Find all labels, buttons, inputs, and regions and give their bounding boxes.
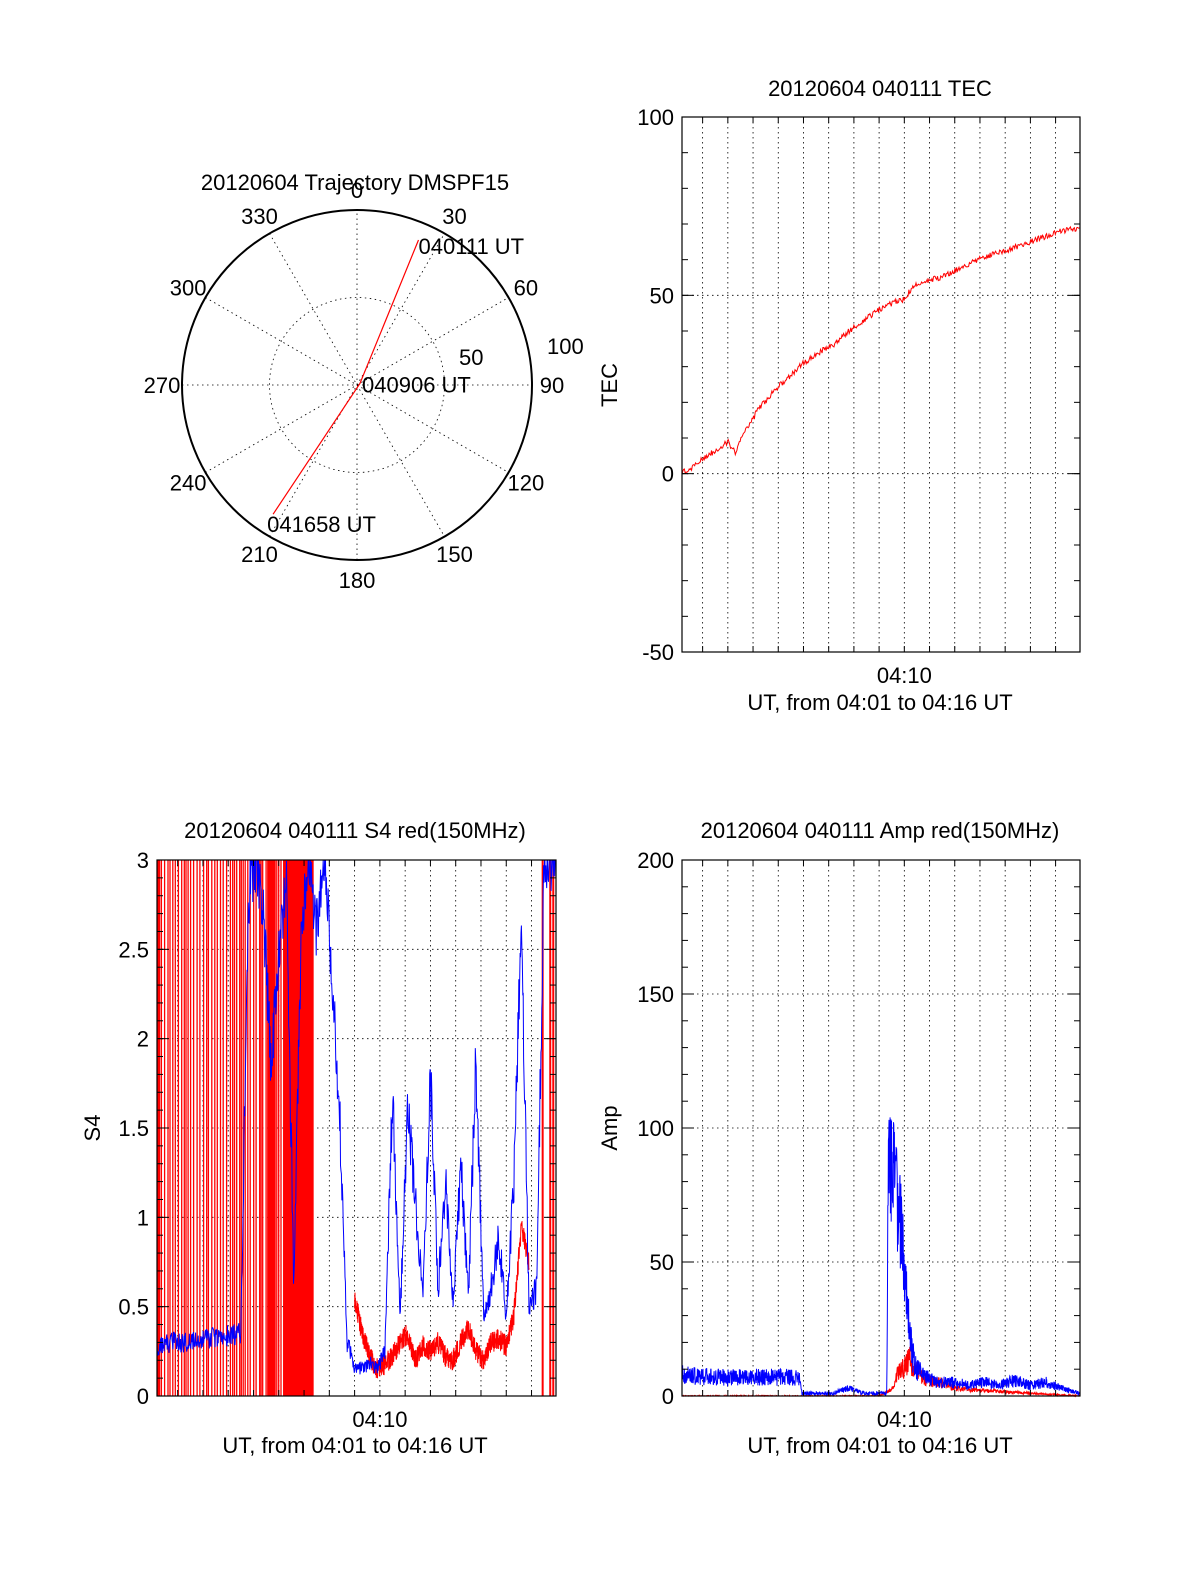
- amp-plot-area: 200 150 100 50 0 04:10: [637, 848, 1081, 1432]
- y-tick-label: -50: [642, 640, 674, 665]
- amp-xlabel: UT, from 04:01 to 04:16 UT: [747, 1433, 1012, 1458]
- y-tick-label: 150: [637, 982, 674, 1007]
- s4-title: 20120604 040111 S4 red(150MHz): [184, 818, 526, 843]
- x-tick-label: 04:10: [877, 1407, 932, 1432]
- tec-ylabel: TEC: [597, 363, 622, 407]
- series-blue-line: [681, 1117, 1081, 1397]
- trajectory-time-label: 040906 UT: [362, 372, 471, 397]
- y-tick-label: 3: [137, 848, 149, 873]
- x-tick-label: 04:10: [352, 1407, 407, 1432]
- polar-spoke: [269, 233, 445, 537]
- polar-angle-label: 0: [351, 178, 363, 203]
- polar-grid: [181, 209, 533, 561]
- series-red-line: [681, 225, 1081, 475]
- polar-angle-label: 210: [241, 542, 278, 567]
- polar-angle-label: 240: [170, 471, 207, 496]
- polar-trajectory-chart: 20120604 Trajectory DMSPF15 0 30 60 90 120 15…: [144, 170, 584, 593]
- s4-chart: 20120604 040111 S4 red(150MHz) S4 UT, fr…: [80, 818, 557, 1458]
- polar-angle-label: 60: [514, 276, 538, 301]
- red-s4-block: [267, 860, 275, 1396]
- polar-angle-label: 30: [442, 204, 466, 229]
- tec-chart: 20120604 040111 TEC TEC UT, from 04:01 t…: [597, 76, 1081, 715]
- s4-ylabel: S4: [80, 1115, 105, 1142]
- s4-xlabel: UT, from 04:01 to 04:16 UT: [222, 1433, 487, 1458]
- y-tick-label: 1.5: [118, 1116, 149, 1141]
- polar-inner-circle: [269, 297, 445, 473]
- polar-angle-label: 120: [508, 471, 545, 496]
- series-blue-line: [156, 859, 556, 1375]
- trajectory-line: [272, 239, 420, 515]
- y-tick-label: 0: [137, 1384, 149, 1409]
- tec-xlabel: UT, from 04:01 to 04:16 UT: [747, 690, 1012, 715]
- trajectory-time-label: 041658 UT: [267, 512, 376, 537]
- polar-radius-label: 100: [547, 334, 584, 359]
- polar-angle-label: 90: [540, 373, 564, 398]
- series-red-line: [681, 1346, 1081, 1398]
- amp-title: 20120604 040111 Amp red(150MHz): [701, 818, 1060, 843]
- x-tick-label: 04:10: [877, 663, 932, 688]
- y-tick-label: 100: [637, 1116, 674, 1141]
- y-tick-label: 2.5: [118, 937, 149, 962]
- polar-title: 20120604 Trajectory DMSPF15: [201, 170, 509, 195]
- plot-frame: [681, 116, 1081, 653]
- polar-trajectory: 040111 UT 040906 UT 041658 UT: [267, 234, 524, 537]
- y-tick-label: 50: [650, 283, 674, 308]
- tec-title: 20120604 040111 TEC: [768, 76, 992, 101]
- tec-plot-area: 100 50 0 -50 04:10: [637, 105, 1081, 688]
- polar-angle-label: 270: [144, 373, 181, 398]
- y-tick-label: 200: [637, 848, 674, 873]
- polar-angle-label: 150: [436, 542, 473, 567]
- y-tick-label: 0.5: [118, 1295, 149, 1320]
- polar-angle-label: 330: [241, 204, 278, 229]
- y-tick-label: 100: [637, 105, 674, 130]
- trajectory-time-label: 040111 UT: [419, 234, 525, 259]
- y-tick-label: 50: [650, 1250, 674, 1275]
- y-tick-label: 0: [662, 462, 674, 487]
- polar-angle-labels: 0 30 60 90 120 150 180 210 240 270 300 330: [144, 178, 565, 593]
- s4-plot-area: 3 2.5 2 1.5 1 0.5 0 04:10: [118, 848, 557, 1432]
- polar-angle-label: 300: [170, 276, 207, 301]
- polar-radius-label: 50: [459, 345, 483, 370]
- series-red-line: [354, 1220, 530, 1379]
- y-tick-label: 1: [137, 1205, 149, 1230]
- plot-frame: [681, 859, 1081, 1397]
- y-tick-label: 0: [662, 1384, 674, 1409]
- polar-angle-label: 180: [339, 568, 376, 593]
- red-s4-block: [283, 860, 314, 1396]
- amp-ylabel: Amp: [597, 1105, 622, 1150]
- amp-chart: 20120604 040111 Amp red(150MHz) Amp UT, …: [597, 818, 1081, 1458]
- y-tick-label: 2: [137, 1027, 149, 1052]
- polar-radius-labels: 50 100: [459, 334, 584, 370]
